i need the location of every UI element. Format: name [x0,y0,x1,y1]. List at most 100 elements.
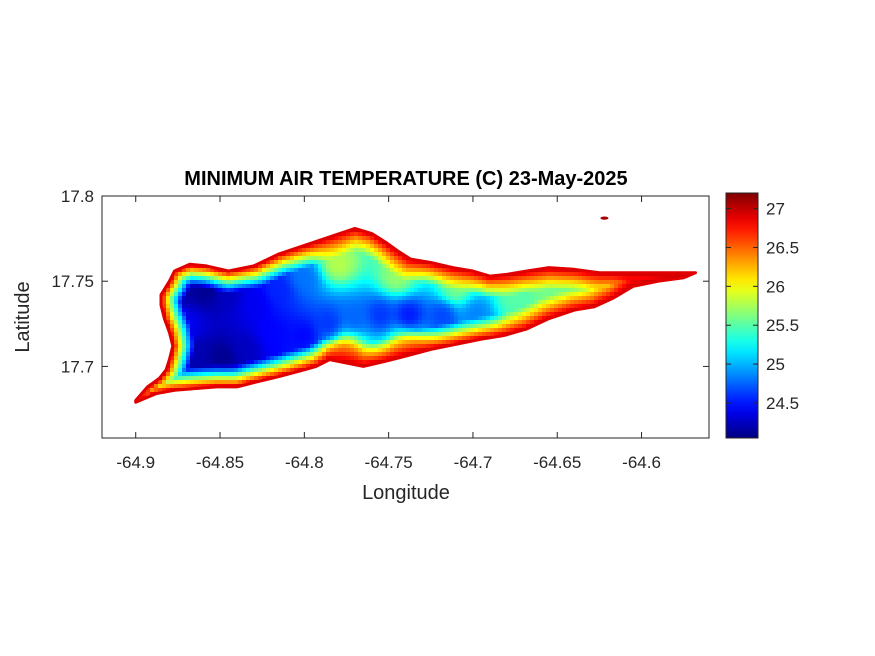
heatmap-cell [194,324,199,329]
heatmap-cell [378,288,383,293]
heatmap-cell [322,316,327,321]
heatmap-cell [542,272,547,277]
heatmap-cell [614,292,619,297]
heatmap-cell [182,304,187,309]
heatmap-cell [526,300,531,305]
heatmap-cell [514,312,519,317]
heatmap-cell [570,296,575,301]
heatmap-cell [222,320,227,325]
heatmap-cell [274,288,279,293]
heatmap-cell [494,284,499,289]
heatmap-cell [550,312,555,317]
heatmap-cell [542,288,547,293]
heatmap-cell [422,312,427,317]
heatmap-cell [506,320,511,325]
heatmap-cell [230,300,235,305]
heatmap-cell [298,316,303,321]
heatmap-cell [318,248,323,253]
heatmap-cell [494,276,499,281]
heatmap-cell [398,264,403,269]
heatmap-cell [518,304,523,309]
heatmap-cell [418,304,423,309]
heatmap-cell [198,280,203,285]
heatmap-cell [246,276,251,281]
heatmap-cell [294,304,299,309]
heatmap-cell [322,308,327,313]
heatmap-cell [402,264,407,269]
heatmap-cell [382,276,387,281]
heatmap-cell [286,252,291,257]
heatmap-cell [398,296,403,301]
heatmap-cell [438,316,443,321]
heatmap-cell [290,308,295,313]
heatmap-cell [470,288,475,293]
heatmap-cell [410,320,415,325]
heatmap-cell [514,304,519,309]
heatmap-cell [578,296,583,301]
heatmap-cell [226,288,231,293]
heatmap-cell [466,280,471,285]
heatmap-cell [574,280,579,285]
heatmap-cell [406,312,411,317]
heatmap-cell [446,316,451,321]
heatmap-cell [502,276,507,281]
heatmap-cell [222,324,227,329]
heatmap-cell [258,268,263,273]
heatmap-cell [502,296,507,301]
heatmap-cell [350,312,355,317]
heatmap-cell [658,272,663,277]
heatmap-cell [522,316,527,321]
heatmap-cell [414,324,419,329]
heatmap-cell [486,308,491,313]
heatmap-cell [578,272,583,277]
heatmap-cell [658,276,663,281]
heatmap-cell [354,260,359,265]
heatmap-cell [238,268,243,273]
heatmap-cell [326,244,331,249]
heatmap-cell [210,268,215,273]
heatmap-cell [226,272,231,277]
heatmap-cell [370,260,375,265]
heatmap-cell [362,280,367,285]
heatmap-cell [346,320,351,325]
heatmap-cell [458,276,463,281]
heatmap-cell [454,304,459,309]
heatmap-cell [378,292,383,297]
heatmap-cell [278,324,283,329]
heatmap-cell [374,264,379,269]
heatmap-cell [270,320,275,325]
heatmap-cell [350,232,355,237]
heatmap-cell [370,240,375,245]
heatmap-cell [514,300,519,305]
heatmap-cell [290,264,295,269]
heatmap-cell [362,316,367,321]
heatmap-cell [286,312,291,317]
heatmap-cell [354,288,359,293]
heatmap-cell [266,312,271,317]
heatmap-cell [462,296,467,301]
heatmap-cell [178,308,183,313]
heatmap-cell [362,252,367,257]
heatmap-cell [302,288,307,293]
heatmap-cell [198,304,203,309]
heatmap-cell [286,288,291,293]
heatmap-cell [282,276,287,281]
heatmap-cell [162,292,167,297]
heatmap-cell [346,280,351,285]
heatmap-cell [470,296,475,301]
heatmap-cell [538,308,543,313]
heatmap-cell [530,312,535,317]
heatmap-cell [278,288,283,293]
heatmap-cell [330,276,335,281]
heatmap-cell [390,268,395,273]
heatmap-cell [386,244,391,249]
heatmap-cell [542,268,547,273]
heatmap-cell [542,296,547,301]
heatmap-cell [362,324,367,329]
heatmap-cell [334,248,339,253]
heatmap-cell [450,320,455,325]
heatmap-cell [354,320,359,325]
heatmap-cell [466,300,471,305]
heatmap-cell [450,304,455,309]
heatmap-cell [562,280,567,285]
